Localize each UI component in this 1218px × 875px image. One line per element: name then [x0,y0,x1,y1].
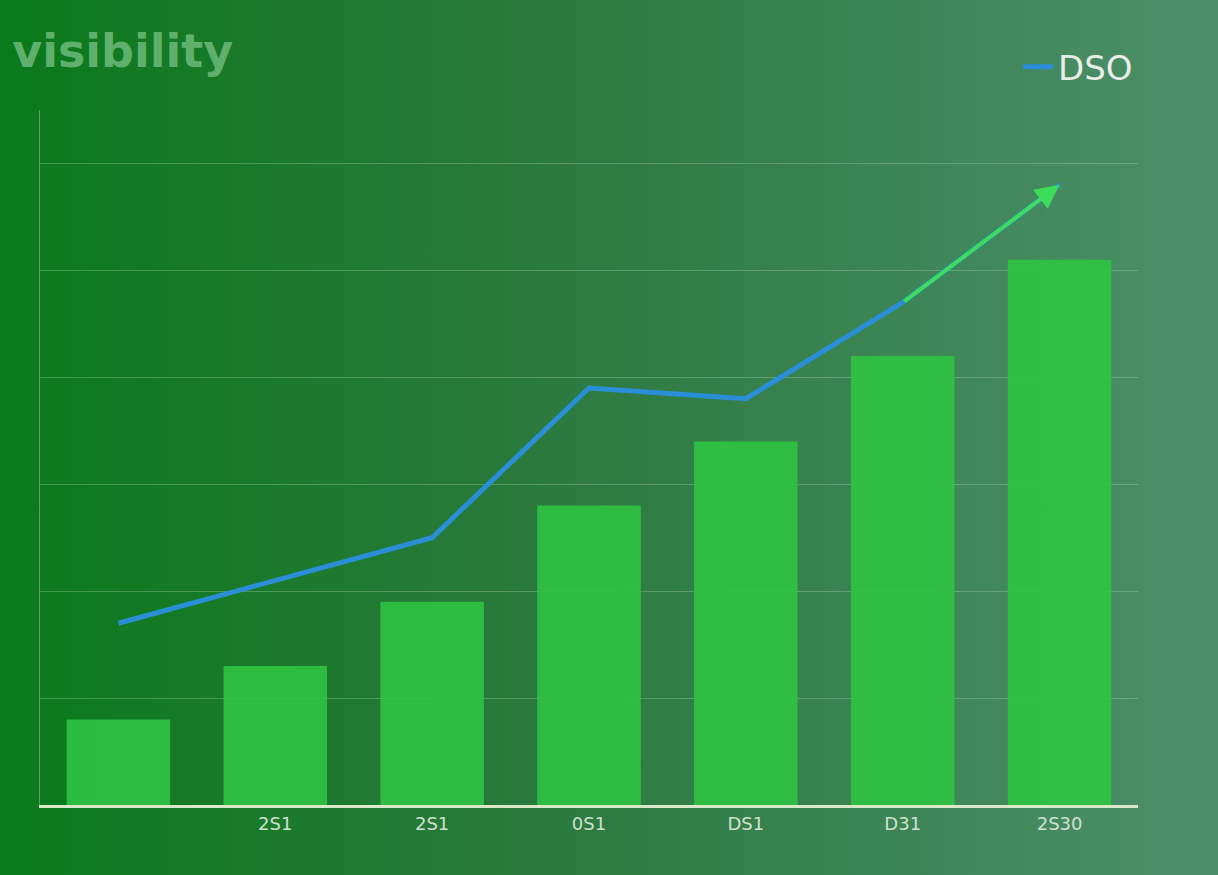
svg-text:2S1: 2S1 [258,813,292,834]
svg-text:visibility: visibility [12,24,233,78]
svg-text:DS1: DS1 [727,813,764,834]
svg-text:D31: D31 [884,813,921,834]
svg-text:0S1: 0S1 [572,813,606,834]
svg-text:DSO: DSO [1058,48,1133,88]
svg-text:2S1: 2S1 [415,813,449,834]
svg-text:2S30: 2S30 [1037,813,1083,834]
